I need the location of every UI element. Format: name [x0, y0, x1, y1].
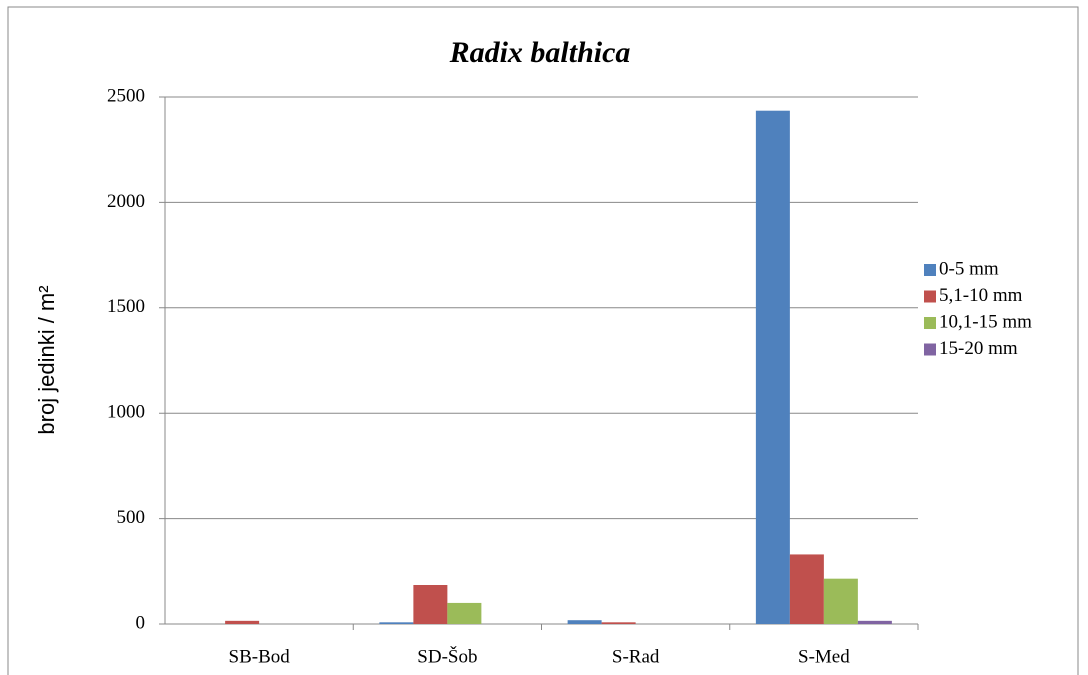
x-tick-label: SB-Bod	[229, 646, 291, 667]
legend-swatch	[924, 343, 936, 356]
legend-swatch	[924, 290, 936, 303]
legend-swatch	[924, 317, 936, 329]
bar	[789, 554, 824, 624]
legend-label: 15-20 mm	[939, 338, 1018, 359]
bar	[379, 622, 414, 624]
bar	[857, 620, 892, 624]
bar	[823, 578, 858, 624]
bar	[567, 620, 602, 624]
y-tick-label: 2500	[107, 85, 145, 106]
y-tick-label: 1000	[107, 402, 145, 423]
y-tick-label: 0	[136, 612, 146, 633]
bar	[755, 110, 790, 624]
x-tick-label: S-Rad	[612, 646, 660, 667]
legend-swatch	[924, 264, 936, 276]
bar	[413, 585, 448, 624]
bar	[601, 622, 636, 624]
bar	[447, 602, 482, 624]
legend-label: 10,1-15 mm	[939, 311, 1032, 332]
chart-border	[7, 6, 1079, 675]
x-tick-label: S-Med	[798, 646, 850, 667]
chart-title: Radix balthica	[449, 36, 631, 69]
y-tick-label: 500	[117, 507, 146, 528]
x-tick-label: SD-Šob	[417, 645, 477, 667]
y-tick-label: 2000	[107, 191, 145, 212]
y-tick-label: 1500	[107, 296, 145, 317]
y-axis-label: broj jedinki / m²	[34, 285, 59, 434]
bar	[225, 620, 260, 624]
legend-label: 5,1-10 mm	[939, 285, 1023, 306]
legend-label: 0-5 mm	[939, 258, 999, 279]
